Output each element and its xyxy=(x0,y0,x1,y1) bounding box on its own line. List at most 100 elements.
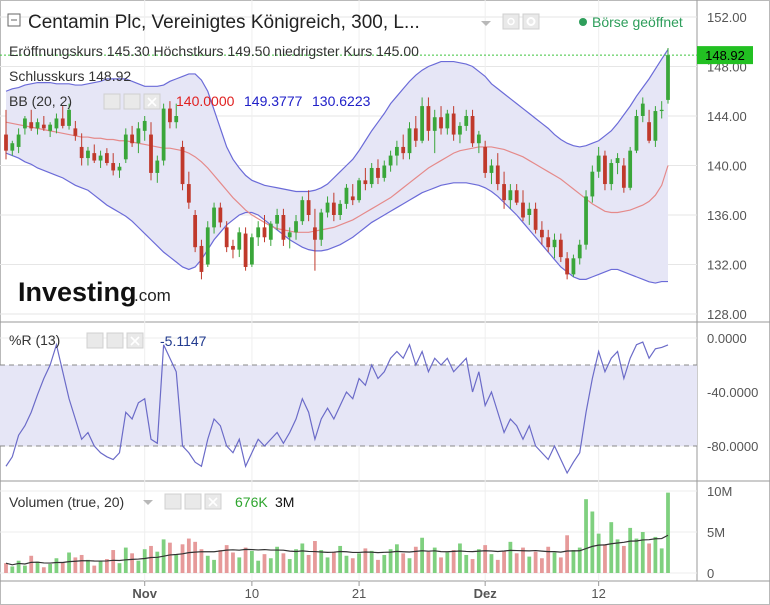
vol-eye-icon[interactable] xyxy=(164,493,182,510)
volume-bar xyxy=(571,550,576,573)
vol-tick-label: 5M xyxy=(707,525,725,540)
volume-bar xyxy=(439,557,443,573)
volume-bar xyxy=(420,537,425,573)
gear-icon[interactable] xyxy=(522,13,540,30)
volume-bar xyxy=(659,548,664,573)
volume-bar xyxy=(35,561,40,573)
candle-body xyxy=(395,146,399,156)
bb-value-upper: 149.3777 xyxy=(244,93,303,109)
candle-body xyxy=(571,258,576,275)
vol-value-b: 3M xyxy=(275,494,294,510)
candle-body xyxy=(98,155,103,161)
candle-body xyxy=(73,128,78,136)
candle-body xyxy=(60,118,65,126)
candle-body xyxy=(161,108,166,161)
candle-body xyxy=(212,207,216,228)
candle-body xyxy=(540,229,544,238)
candle-body xyxy=(193,215,198,248)
ohlc-legend: Eröffnungskurs 145.30 Höchstkurs 149.50 … xyxy=(9,43,419,59)
candle-body xyxy=(218,207,223,223)
volume-bar xyxy=(149,545,153,573)
candle-body xyxy=(458,125,462,135)
volume-bar xyxy=(407,558,412,573)
candle-body xyxy=(262,227,267,238)
volume-bar xyxy=(16,560,21,573)
volume-bar xyxy=(577,547,582,573)
volume-bar xyxy=(29,555,34,573)
volume-bar xyxy=(565,535,570,573)
wr-gear-icon[interactable] xyxy=(106,332,124,349)
volume-bar xyxy=(313,541,317,573)
volume-bar xyxy=(23,565,27,573)
high-value: 149.50 xyxy=(227,43,270,59)
candle-body xyxy=(10,143,15,151)
candle-body xyxy=(445,113,450,129)
bb-gear-icon[interactable] xyxy=(123,93,141,110)
candle-body xyxy=(659,109,664,112)
volume-bar xyxy=(350,558,355,573)
candlestick-series xyxy=(4,47,670,280)
open-label: Eröffnungskurs xyxy=(9,43,103,59)
candle-body xyxy=(281,215,286,240)
volume-bar xyxy=(243,547,248,573)
volume-bar xyxy=(104,559,109,573)
volume-bar xyxy=(281,553,286,573)
volume-bar xyxy=(508,541,513,573)
candle-body xyxy=(268,223,273,240)
candle-body xyxy=(603,155,607,185)
candle-body xyxy=(565,258,570,275)
candle-body xyxy=(249,237,254,265)
logo-suffix: .com xyxy=(134,286,171,305)
volume-bar xyxy=(79,554,84,573)
eye-icon[interactable] xyxy=(502,13,520,30)
candle-body xyxy=(495,165,500,185)
candle-body xyxy=(142,120,147,131)
volume-bar xyxy=(464,554,469,573)
candle-body xyxy=(350,196,355,201)
volume-bar xyxy=(527,556,532,573)
volume-bar xyxy=(376,559,380,573)
vol-dropdown-icon[interactable] xyxy=(143,500,153,505)
candle-body xyxy=(275,215,279,224)
candle-body xyxy=(609,163,614,185)
wr-zone-fill xyxy=(0,365,697,446)
volume-bar xyxy=(142,549,147,573)
candle-body xyxy=(584,196,588,245)
candle-body xyxy=(111,163,116,171)
vol-value-a: 676K xyxy=(235,494,268,510)
williams-r-panel xyxy=(0,341,697,475)
price-tick-label: 140.00 xyxy=(707,159,747,174)
low-label: niedrigster Kurs xyxy=(274,43,372,59)
volume-bar xyxy=(218,550,223,573)
volume-bar xyxy=(426,551,431,573)
volume-bar xyxy=(653,536,658,573)
volume-bar xyxy=(546,546,551,573)
candle-body xyxy=(180,146,185,185)
title-dropdown-icon[interactable] xyxy=(481,21,491,26)
wr-eye-icon[interactable] xyxy=(86,332,104,349)
bb-eye-icon[interactable] xyxy=(103,93,121,110)
candle-body xyxy=(376,167,380,178)
status-dot-icon xyxy=(579,18,587,26)
volume-bar xyxy=(268,558,273,573)
candle-body xyxy=(338,203,343,215)
vol-gear-icon[interactable] xyxy=(184,493,202,510)
volume-bar xyxy=(590,511,595,573)
candle-body xyxy=(439,117,443,129)
candle-body xyxy=(363,180,368,185)
candle-body xyxy=(86,150,90,159)
volume-bar xyxy=(155,551,160,573)
volume-bar xyxy=(634,538,639,573)
candle-body xyxy=(432,117,437,131)
wr-tick-label: 0.0000 xyxy=(707,331,747,346)
candle-body xyxy=(4,134,8,151)
close-label: Schlusskurs xyxy=(9,68,84,84)
volume-bar xyxy=(628,527,633,573)
candle-body xyxy=(41,124,46,129)
volume-bar xyxy=(10,566,15,573)
volume-bar xyxy=(136,560,141,573)
volume-bar xyxy=(540,558,544,573)
volume-bar xyxy=(369,550,374,573)
volume-bar xyxy=(470,559,475,573)
